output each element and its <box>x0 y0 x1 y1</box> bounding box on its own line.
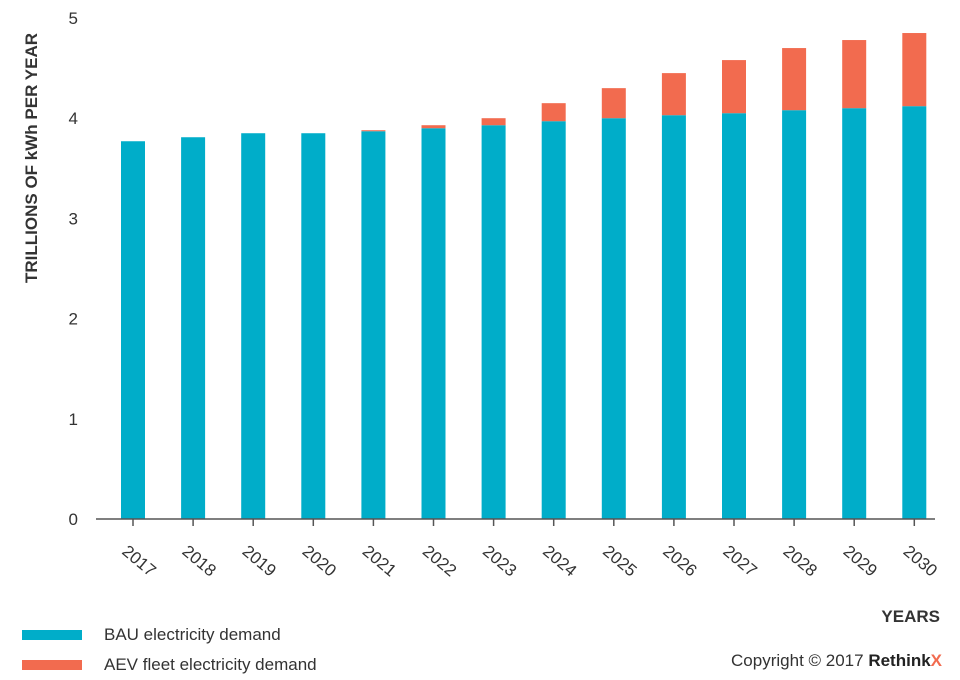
x-tick-label-2017: 2017 <box>118 542 159 581</box>
copyright-text: Copyright © 2017 <box>731 651 869 670</box>
bar-aev-2023 <box>481 118 506 126</box>
legend-item-aev: AEV fleet electricity demand <box>22 650 317 680</box>
copyright-notice: Copyright © 2017 RethinkX <box>731 651 942 671</box>
legend-swatch-aev <box>22 660 82 670</box>
legend: BAU electricity demand AEV fleet electri… <box>22 620 317 680</box>
bar-aev-2025 <box>601 88 626 119</box>
x-tick-label-2028: 2028 <box>780 542 821 581</box>
bar-bau-2030 <box>902 106 927 520</box>
y-tick-label-1: 1 <box>69 410 78 429</box>
x-axis-title: YEARS <box>881 607 940 626</box>
bar-bau-2018 <box>181 137 206 519</box>
y-tick-label-5: 5 <box>69 9 78 28</box>
bar-bau-2020 <box>301 133 326 520</box>
x-tick-label-2019: 2019 <box>239 542 280 581</box>
bar-bau-2019 <box>241 133 266 520</box>
x-tick-label-2025: 2025 <box>599 542 640 581</box>
brand-x-mark: X <box>930 651 942 670</box>
brand-name: Rethink <box>868 651 931 670</box>
bar-bau-2017 <box>121 141 145 519</box>
x-tick-label-2027: 2027 <box>719 542 760 581</box>
x-tick-label-2023: 2023 <box>479 542 520 581</box>
x-tick-label-2024: 2024 <box>539 542 580 581</box>
x-tick-label-2029: 2029 <box>840 542 881 581</box>
bar-bau-2023 <box>481 125 506 520</box>
y-axis-ticks: 0 1 2 3 4 5 <box>69 9 78 529</box>
x-tick-label-2022: 2022 <box>419 542 460 581</box>
y-axis-title: TRILLIONS OF kWh PER YEAR <box>22 33 41 283</box>
bar-bau-2028 <box>782 110 807 520</box>
bar-bau-2027 <box>722 113 746 519</box>
y-tick-label-0: 0 <box>69 510 78 529</box>
bar-bau-2022 <box>421 128 446 519</box>
bar-bau-2026 <box>661 115 686 519</box>
x-tick-label-2020: 2020 <box>299 542 340 581</box>
bar-aev-2022 <box>421 125 446 129</box>
bar-aev-2027 <box>722 60 746 114</box>
bars <box>121 33 927 520</box>
legend-swatch-bau <box>22 630 82 640</box>
bar-aev-2026 <box>661 73 686 116</box>
bar-bau-2021 <box>361 131 386 519</box>
x-tick-label-2026: 2026 <box>659 542 700 581</box>
bar-bau-2024 <box>541 121 566 520</box>
x-axis-ticks: 2017 2018 2019 2020 2021 2022 2023 2024 2025 2026… <box>118 519 941 581</box>
x-tick-label-2021: 2021 <box>359 542 400 581</box>
bar-bau-2029 <box>842 108 867 520</box>
y-tick-label-2: 2 <box>69 310 78 329</box>
legend-item-bau: BAU electricity demand <box>22 620 317 650</box>
legend-label-bau: BAU electricity demand <box>104 625 281 644</box>
bar-aev-2029 <box>842 40 867 109</box>
y-tick-label-4: 4 <box>69 109 78 128</box>
bar-aev-2030 <box>902 33 927 107</box>
bar-aev-2024 <box>541 103 566 122</box>
bar-aev-2021 <box>361 130 386 132</box>
bar-bau-2025 <box>601 118 626 519</box>
y-tick-label-3: 3 <box>69 209 78 228</box>
legend-label-aev: AEV fleet electricity demand <box>104 655 317 674</box>
x-tick-label-2018: 2018 <box>179 542 220 581</box>
bar-aev-2028 <box>782 48 807 111</box>
x-tick-label-2030: 2030 <box>900 542 941 581</box>
